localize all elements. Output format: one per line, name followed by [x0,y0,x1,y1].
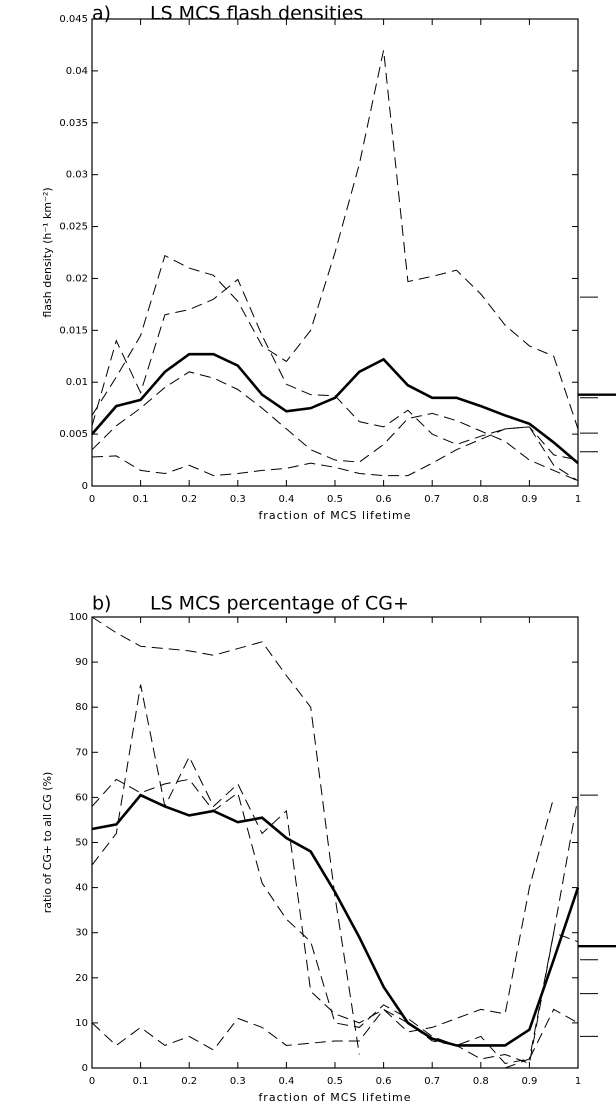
x-tick-label: 0.9 [521,494,537,505]
dashed-line [91,371,579,482]
y-axis-label: flash density (h⁻¹ km⁻²) [41,187,54,317]
y-tick-label: 0.045 [59,14,88,25]
mean-line [91,793,580,1047]
dashed-line [91,426,579,482]
x-tick-label: 1 [575,494,581,505]
x-tick-label: 0 [89,1076,95,1087]
y-tick-label: 10 [75,1018,88,1029]
dashed-line [91,1008,579,1065]
y-tick-label: 0 [82,1063,88,1074]
x-tick-label: 0.6 [376,494,392,505]
panel-label: b) [92,593,111,615]
y-tick-label: 0.005 [59,429,88,440]
y-tick-label: 30 [75,928,88,939]
x-tick-label: 0.8 [473,1076,489,1087]
x-axis-label: fraction of MCS lifetime [258,509,411,522]
y-tick-label: 90 [75,657,88,668]
y-tick-label: 0.03 [66,170,88,181]
x-tick-label: 0.8 [473,494,489,505]
x-tick-label: 0.7 [424,494,440,505]
y-tick-label: 40 [75,883,88,894]
dashed-line [91,278,579,461]
y-tick-label: 20 [75,973,88,984]
x-tick-label: 0.4 [278,494,294,505]
x-tick-label: 0.1 [133,1076,149,1087]
y-tick-label: 0.01 [66,377,88,388]
y-tick-label: 0.025 [59,222,88,233]
x-tick-label: 0.7 [424,1076,440,1087]
y-tick-label: 0.04 [66,66,88,77]
y-tick-label: 0.02 [66,273,88,284]
y-tick-label: 0 [82,481,88,492]
y-tick-label: 0.015 [59,325,88,336]
x-tick-label: 0.9 [521,1076,537,1087]
x-tick-label: 0.1 [133,494,149,505]
dashed-line [504,797,579,1069]
y-tick-label: 70 [75,747,88,758]
x-tick-label: 0.3 [230,1076,246,1087]
y-tick-label: 60 [75,792,88,803]
x-axis-label: fraction of MCS lifetime [258,1091,411,1104]
chart-title: LS MCS percentage of CG+ [150,593,409,615]
x-tick-label: 0.6 [376,1076,392,1087]
panel-label: a) [92,3,111,25]
x-tick-label: 0 [89,494,95,505]
x-tick-label: 0.5 [327,494,343,505]
x-tick-label: 0.2 [181,1076,197,1087]
mean-line [91,352,579,465]
y-axis-label: ratio of CG+ to all CG (%) [41,772,54,914]
dashed-line [91,684,555,1033]
x-tick-label: 0.5 [327,1076,343,1087]
dashed-line [91,50,579,430]
dashed-line [91,778,579,1065]
y-tick-label: 100 [69,612,88,623]
y-tick-label: 50 [75,838,88,849]
plot-frame [91,616,579,1069]
x-tick-label: 0.3 [230,494,246,505]
dashed-line [91,616,360,1055]
y-tick-label: 0.035 [59,118,88,129]
x-tick-label: 0.4 [278,1076,294,1087]
x-tick-label: 1 [575,1076,581,1087]
x-tick-label: 0.2 [181,494,197,505]
y-tick-label: 80 [75,702,88,713]
chart-title: LS MCS flash densities [150,3,363,25]
